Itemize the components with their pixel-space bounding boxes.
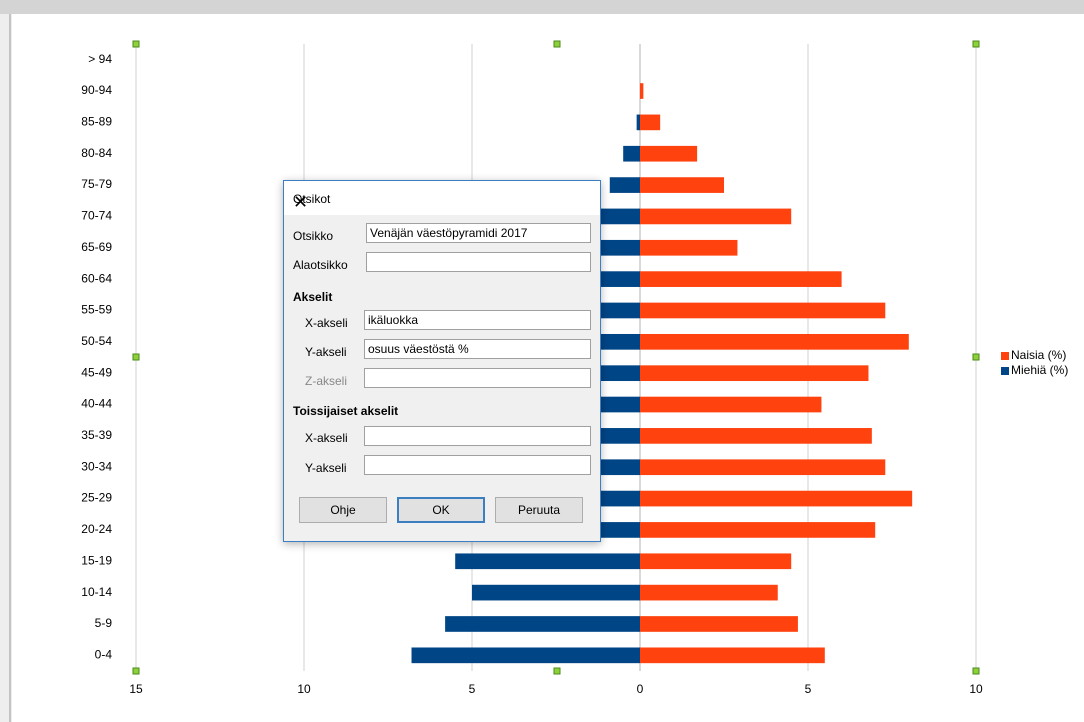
ruler (0, 14, 12, 722)
selection-handle (972, 353, 980, 361)
bar (640, 490, 913, 507)
text-input[interactable]: osuus väestöstä % (364, 339, 591, 359)
legend-swatch (1001, 367, 1009, 375)
x-tick-label: 5 (469, 682, 476, 696)
bar (640, 271, 842, 287)
y-tick-label: 85-89 (81, 115, 112, 129)
bar (472, 584, 640, 601)
y-tick-label: 35-39 (81, 428, 112, 442)
text-input[interactable]: ikäluokka (364, 310, 591, 330)
bar (640, 616, 798, 632)
bar (640, 584, 778, 601)
selection-handle (132, 40, 140, 48)
selection-handle (553, 40, 561, 48)
text-input[interactable] (364, 426, 591, 446)
top-bar (0, 0, 1084, 14)
bar (640, 428, 872, 444)
bar (640, 302, 886, 319)
x-tick-label: 5 (805, 682, 812, 696)
bar (455, 553, 640, 570)
bar (640, 83, 644, 99)
bar (636, 114, 640, 131)
selection-handle (972, 40, 980, 48)
y-tick-label: 65-69 (81, 240, 112, 254)
section-heading: Toissijaiset akselit (293, 404, 399, 418)
x-tick-label: 15 (129, 682, 143, 696)
bar (640, 333, 909, 350)
y-tick-label: 75-79 (81, 177, 112, 191)
bar (411, 647, 640, 664)
field-label: X-akseli (305, 316, 348, 330)
bar (640, 459, 886, 476)
text-input[interactable] (366, 252, 591, 272)
text-input[interactable] (364, 455, 591, 475)
x-tick-label: 0 (637, 682, 644, 696)
y-tick-label: 70-74 (81, 209, 112, 223)
bar (640, 239, 738, 256)
text-input (364, 368, 591, 388)
y-tick-label: 90-94 (81, 83, 112, 97)
y-tick-label: 80-84 (81, 146, 112, 160)
y-tick-label: > 94 (88, 52, 112, 66)
bar (640, 208, 792, 225)
bar (623, 145, 640, 162)
bar (609, 177, 640, 193)
help-button[interactable]: Ohje (299, 497, 387, 523)
cancel-button[interactable]: Peruuta (495, 497, 583, 523)
y-tick-label: 15-19 (81, 553, 112, 567)
field-label: X-akseli (305, 431, 348, 445)
legend-swatch (1001, 352, 1009, 360)
field-label: Y-akseli (305, 345, 347, 359)
bar (640, 647, 825, 664)
titles-dialog: Otsikot ✕ Otsikko Venäjän väestöpyramidi … (283, 180, 601, 542)
field-label: Otsikko (293, 229, 334, 243)
field-label: Y-akseli (305, 461, 347, 475)
y-tick-label: 40-44 (81, 397, 112, 411)
y-tick-label: 5-9 (95, 616, 113, 630)
close-button[interactable]: ✕ (293, 192, 309, 212)
y-tick-label: 30-34 (81, 459, 112, 473)
y-tick-label: 25-29 (81, 491, 112, 505)
selection-handle (132, 353, 140, 361)
y-tick-label: 55-59 (81, 303, 112, 317)
y-tick-label: 10-14 (81, 585, 112, 599)
bar (640, 396, 822, 413)
field-label: Alaotsikko (293, 258, 348, 272)
x-tick-label: 10 (297, 682, 311, 696)
y-tick-label: 60-64 (81, 271, 112, 285)
legend-label: Miehiä (%) (1011, 363, 1068, 377)
selection-handle (553, 667, 561, 675)
selection-handle (132, 667, 140, 675)
bar (640, 553, 792, 570)
bar (445, 616, 640, 632)
text-input[interactable]: Venäjän väestöpyramidi 2017 (366, 223, 591, 243)
dialog-titlebar: Otsikot ✕ (284, 181, 600, 215)
y-tick-label: 20-24 (81, 522, 112, 536)
bar (640, 114, 661, 131)
bar (640, 522, 876, 538)
y-tick-label: 45-49 (81, 365, 112, 379)
legend-label: Naisia (%) (1011, 348, 1066, 362)
x-tick-label: 10 (969, 682, 983, 696)
selection-handle (972, 667, 980, 675)
field-label: Z-akseli (305, 374, 348, 388)
ok-button[interactable]: OK (397, 497, 485, 523)
y-tick-label: 50-54 (81, 334, 112, 348)
bar (640, 365, 869, 382)
dialog-title: Otsikot (293, 192, 331, 206)
bar (640, 177, 724, 193)
section-heading: Akselit (293, 290, 333, 304)
bar (640, 145, 698, 162)
y-tick-label: 0-4 (95, 647, 113, 661)
